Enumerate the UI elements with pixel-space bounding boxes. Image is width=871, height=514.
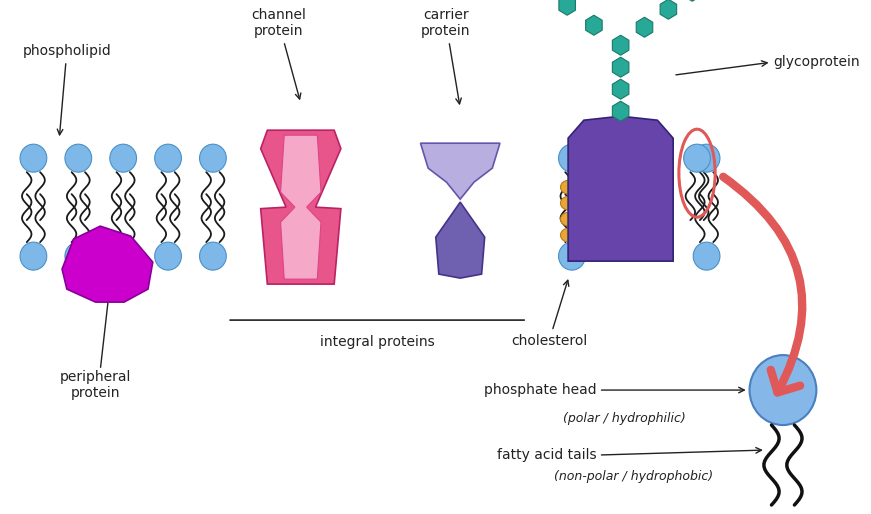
- Circle shape: [65, 242, 91, 270]
- Polygon shape: [568, 116, 673, 261]
- Text: (non-polar / hydrophobic): (non-polar / hydrophobic): [554, 470, 713, 483]
- Text: channel
protein: channel protein: [252, 8, 307, 99]
- Polygon shape: [260, 130, 341, 284]
- Text: phospholipid: phospholipid: [23, 44, 111, 135]
- Circle shape: [110, 242, 137, 270]
- Circle shape: [110, 144, 137, 172]
- Circle shape: [558, 144, 585, 172]
- Text: cholesterol: cholesterol: [511, 280, 587, 348]
- Circle shape: [684, 144, 711, 172]
- Polygon shape: [280, 135, 321, 279]
- Circle shape: [155, 144, 181, 172]
- Text: phosphate head: phosphate head: [484, 383, 597, 397]
- Circle shape: [20, 144, 47, 172]
- Polygon shape: [62, 226, 152, 302]
- Ellipse shape: [560, 180, 577, 194]
- Circle shape: [750, 355, 816, 425]
- Circle shape: [693, 144, 720, 172]
- Circle shape: [155, 242, 181, 270]
- FancyArrowPatch shape: [723, 177, 802, 392]
- Ellipse shape: [560, 196, 577, 210]
- Circle shape: [199, 242, 226, 270]
- Text: (polar / hydrophilic): (polar / hydrophilic): [564, 412, 686, 425]
- Circle shape: [20, 242, 47, 270]
- Ellipse shape: [560, 212, 577, 226]
- Text: carrier
protein: carrier protein: [422, 8, 470, 104]
- Polygon shape: [421, 143, 500, 199]
- Text: integral proteins: integral proteins: [320, 335, 435, 349]
- Text: fatty acid tails: fatty acid tails: [497, 448, 597, 462]
- Circle shape: [65, 144, 91, 172]
- Circle shape: [558, 242, 585, 270]
- Circle shape: [199, 144, 226, 172]
- Text: peripheral
protein: peripheral protein: [60, 370, 132, 400]
- Text: glycoprotein: glycoprotein: [773, 55, 860, 69]
- Circle shape: [693, 242, 720, 270]
- Polygon shape: [436, 202, 484, 278]
- Ellipse shape: [560, 228, 577, 242]
